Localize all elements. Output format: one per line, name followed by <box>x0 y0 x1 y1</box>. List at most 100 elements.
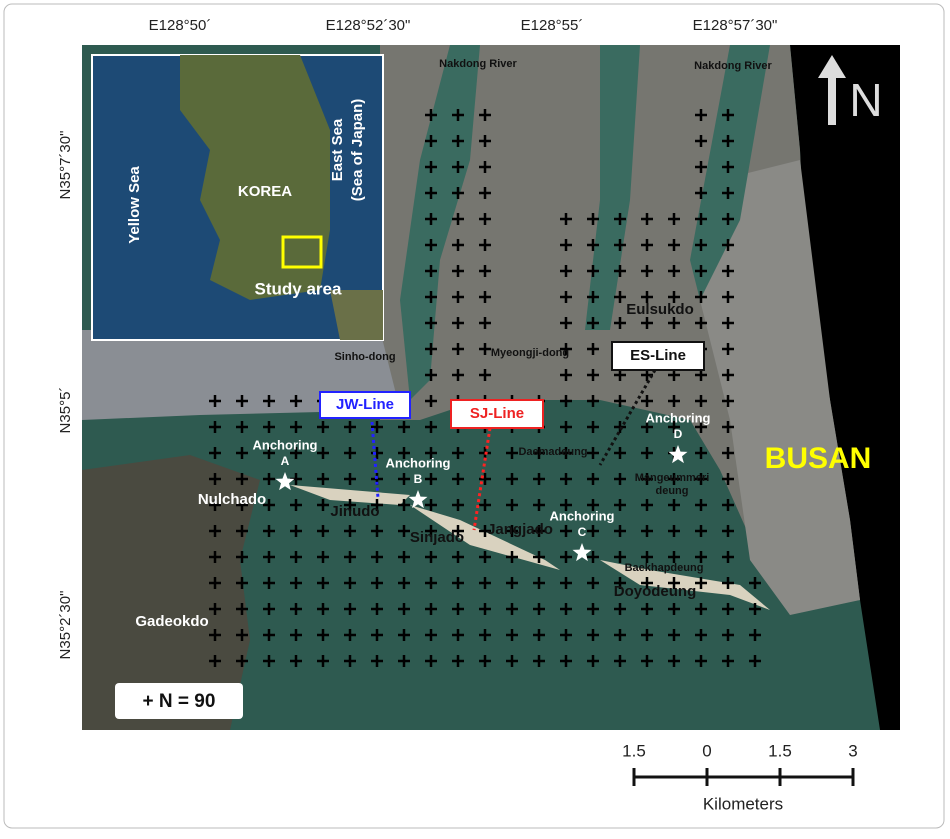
station-cross <box>587 629 599 641</box>
station-cross <box>506 603 518 615</box>
station-cross <box>425 421 437 433</box>
station-cross <box>479 317 491 329</box>
station-cross <box>263 447 275 459</box>
station-cross <box>722 447 734 459</box>
station-cross <box>479 291 491 303</box>
station-cross <box>668 499 680 511</box>
station-cross <box>317 577 329 589</box>
axis-labels: E128°50´ E128°52´30" E128°55´ E128°57´30… <box>57 17 777 659</box>
station-cross <box>452 343 464 355</box>
station-cross <box>695 499 707 511</box>
station-cross <box>668 239 680 251</box>
station-cross <box>668 525 680 537</box>
station-cross <box>263 603 275 615</box>
station-cross <box>668 291 680 303</box>
station-cross <box>209 525 221 537</box>
station-cross <box>614 551 626 563</box>
station-cross <box>668 213 680 225</box>
station-cross <box>695 213 707 225</box>
station-cross <box>398 473 410 485</box>
station-cross <box>722 551 734 563</box>
station-cross <box>263 395 275 407</box>
station-cross <box>209 551 221 563</box>
station-cross <box>587 265 599 277</box>
station-cross <box>641 655 653 667</box>
station-cross <box>452 161 464 173</box>
station-cross <box>506 577 518 589</box>
station-cross <box>641 291 653 303</box>
station-cross <box>398 421 410 433</box>
station-cross <box>587 655 599 667</box>
station-cross <box>695 187 707 199</box>
station-cross <box>668 395 680 407</box>
station-cross <box>236 577 248 589</box>
station-cross <box>668 603 680 615</box>
station-cross <box>209 629 221 641</box>
station-cross <box>587 369 599 381</box>
station-cross <box>425 187 437 199</box>
station-cross <box>263 499 275 511</box>
station-cross <box>641 629 653 641</box>
station-cross <box>479 213 491 225</box>
station-cross <box>614 317 626 329</box>
station-cross <box>722 317 734 329</box>
place-label: Daemadeung <box>518 446 587 458</box>
station-cross <box>641 603 653 615</box>
place-label: Jangjado <box>487 521 553 538</box>
station-cross <box>722 629 734 641</box>
station-cross <box>452 135 464 147</box>
station-cross <box>425 603 437 615</box>
station-cross <box>425 213 437 225</box>
station-cross <box>209 603 221 615</box>
place-label: Baekhapdeung <box>625 562 704 574</box>
station-cross <box>614 603 626 615</box>
station-cross <box>452 187 464 199</box>
station-cross <box>560 395 572 407</box>
station-cross <box>479 473 491 485</box>
station-cross <box>344 655 356 667</box>
station-cross <box>236 395 248 407</box>
station-cross <box>614 213 626 225</box>
place-label: Eulsukdo <box>626 301 694 318</box>
station-cross <box>722 421 734 433</box>
station-cross <box>587 343 599 355</box>
station-cross <box>587 239 599 251</box>
station-cross <box>722 473 734 485</box>
station-cross <box>479 343 491 355</box>
station-cross <box>236 499 248 511</box>
place-label: Nakdong River <box>439 58 517 70</box>
place-label: Mangeummeri <box>635 472 710 484</box>
station-cross <box>722 213 734 225</box>
station-cross <box>263 577 275 589</box>
station-cross <box>614 447 626 459</box>
station-cross <box>587 291 599 303</box>
station-cross <box>668 317 680 329</box>
station-cross <box>479 369 491 381</box>
station-cross <box>614 629 626 641</box>
station-cross <box>695 317 707 329</box>
station-cross <box>722 655 734 667</box>
station-cross <box>452 499 464 511</box>
station-cross <box>668 551 680 563</box>
station-cross <box>560 551 572 563</box>
inset-label: East Sea <box>329 118 346 181</box>
station-cross <box>371 655 383 667</box>
station-cross <box>560 317 572 329</box>
station-cross <box>236 421 248 433</box>
inset-label: Study area <box>255 279 342 298</box>
station-cross <box>722 135 734 147</box>
station-cross <box>290 395 302 407</box>
station-cross <box>371 421 383 433</box>
station-cross <box>560 213 572 225</box>
station-cross <box>479 655 491 667</box>
station-cross <box>506 499 518 511</box>
station-cross <box>344 603 356 615</box>
station-cross <box>209 447 221 459</box>
station-cross <box>614 577 626 589</box>
station-cross <box>290 447 302 459</box>
station-cross <box>398 447 410 459</box>
station-cross <box>614 655 626 667</box>
anchor-star <box>275 472 295 491</box>
station-cross <box>344 551 356 563</box>
legend: + N = 90 <box>115 683 243 719</box>
